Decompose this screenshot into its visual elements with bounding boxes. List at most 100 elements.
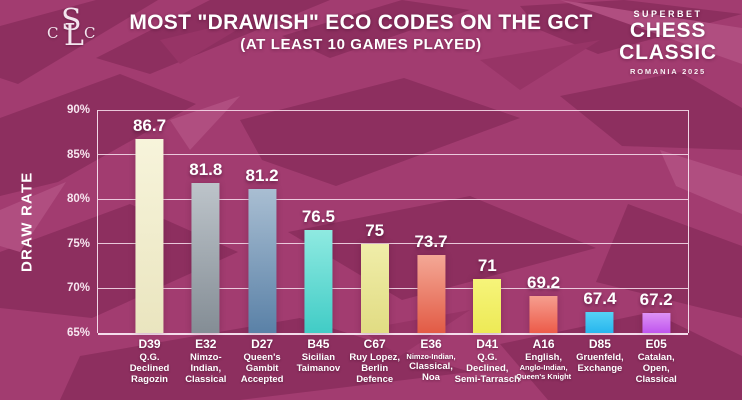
cslc-letter-c2: C [84, 24, 96, 42]
y-axis-tick: 80% [66, 193, 90, 206]
x-tick-label-D39: D39 Q.G. Declined Ragozin [129, 337, 170, 386]
cslc-letter-c1: C [47, 24, 59, 42]
y-axis-tick: 90% [66, 104, 90, 116]
y-axis-tick: 85% [66, 148, 90, 161]
bar-D85 [585, 311, 614, 333]
bar-value-B45: 76.5 [301, 207, 335, 227]
cslc-logo: C S L C [46, 6, 102, 64]
opening-name-line: Sicilian [301, 351, 336, 363]
bar-value-D27: 81.2 [245, 165, 279, 185]
bar-group-D27: 81.2 [245, 165, 279, 333]
opening-name-line: Gruenfeld, [576, 351, 624, 363]
superbet-brand: SUPERBET [633, 9, 703, 19]
opening-name-line: Catalan, [637, 351, 675, 363]
bar-E05 [642, 313, 671, 333]
bar-chart-plot-area: 90% 85% 80% 75% 70% 65% 86.7 D39 Q.G. Declined Rag… [67, 104, 689, 385]
eco-code: E36 [420, 337, 442, 351]
x-tick-label-E32: E32 Nimzo- Indian, Classical [185, 337, 227, 386]
eco-code: D39 [138, 337, 161, 351]
cslc-letter-l: L [64, 18, 84, 53]
eco-code: D85 [588, 337, 611, 351]
opening-name-line: Queen's Knight [516, 372, 572, 382]
opening-name-line: Noa [422, 372, 440, 384]
bar-B45 [304, 230, 333, 333]
chart-title: MOST "DRAWISH" ECO CODES ON THE GCT [129, 11, 593, 34]
y-axis-title: DRAW RATE [18, 171, 36, 272]
x-tick-label-C67: C67 Ruy Lopez, Berlin Defence [349, 337, 401, 386]
bar-group-D85: 67.4 [583, 289, 616, 333]
opening-name-line: Q.G. [477, 351, 498, 363]
y-axis-tick: 65% [66, 327, 90, 339]
bar-group-B45: 76.5 [302, 207, 335, 333]
opening-name-line: Classical [185, 374, 227, 386]
opening-name-line: Nimzo- [189, 351, 222, 363]
x-tick-label-E05: E05 Catalan, Open, Classical [635, 337, 677, 386]
bar-D27 [248, 188, 277, 333]
bar-A16 [529, 295, 558, 333]
opening-name-line: Queen's [243, 351, 281, 363]
cslc-letter-s: S [61, 3, 82, 38]
logo-classic: CLASSIC [619, 40, 717, 64]
opening-name-line: Accepted [240, 374, 284, 386]
y-axis-tick: 70% [66, 282, 90, 295]
opening-name-line: Declined [129, 363, 170, 374]
bar-E36 [417, 255, 445, 333]
opening-name-line: Indian, [190, 363, 222, 374]
y-axis-tick: 75% [66, 237, 90, 250]
bar-D39 [135, 139, 164, 333]
chart-subtitle: (AT LEAST 10 GAMES PLAYED) [240, 36, 482, 54]
opening-name-line: Nimzo-Indian, [406, 351, 456, 361]
eco-code: A16 [532, 337, 555, 351]
header: MOST "DRAWISH" ECO CODES ON THE GCT (AT … [110, 11, 612, 53]
opening-name-line: Q.G. [139, 351, 160, 363]
eco-code: E32 [195, 337, 217, 351]
grid-line [98, 198, 688, 200]
bar-E32 [191, 183, 220, 333]
bar-D41 [473, 279, 502, 333]
bar-value-E05: 67.2 [639, 290, 673, 310]
opening-name-line: Open, [642, 363, 670, 374]
bar-value-D39: 86.7 [132, 116, 167, 136]
opening-name-line: Anglo-Indian, [519, 363, 568, 372]
bar-value-D85: 67.4 [583, 288, 617, 308]
bar-value-E32: 81.8 [189, 160, 223, 180]
bar-group-C67: 75 [360, 220, 389, 333]
opening-name-line: Ragozin [131, 374, 168, 386]
x-tick-label-D27: D27 Queen's Gambit Accepted [240, 337, 284, 386]
logo-event: ROMANIA 2025 [630, 66, 706, 76]
opening-name-line: Berlin [361, 363, 389, 374]
x-tick-label-D41: D41 Q.G. Declined, Semi-Tarrasch [454, 337, 520, 386]
logo-chess: CHESS [629, 19, 707, 42]
bar-value-E36: 73.7 [414, 232, 448, 252]
eco-code: B45 [307, 337, 330, 351]
eco-code: C67 [363, 337, 386, 351]
opening-name-line: Semi-Tarrasch [454, 374, 520, 386]
x-tick-label-D85: D85 Gruenfeld, Exchange [576, 337, 624, 374]
eco-code: D41 [476, 337, 499, 351]
bar-group-D41: 71 [473, 256, 502, 333]
bar-value-C67: 75 [365, 220, 385, 240]
opening-name-line: English, [525, 351, 563, 363]
opening-name-line: Ruy Lopez, [349, 351, 401, 363]
eco-code: E05 [645, 337, 667, 351]
opening-name-line: Gambit [245, 363, 279, 374]
x-tick-label-B45: B45 Sicilian Taimanov [296, 337, 341, 374]
opening-name-line: Taimanov [296, 363, 341, 374]
x-tick-label-E36: E36 Nimzo-Indian, Classical, Noa [406, 337, 456, 384]
bar-group-E36: 73.7 [414, 232, 448, 333]
opening-name-line: Classical [635, 374, 677, 386]
grid-line [98, 243, 688, 245]
bar-group-D39: 86.7 [133, 116, 166, 333]
eco-code: D27 [251, 337, 274, 351]
bar-value-A16: 69.2 [527, 272, 561, 292]
opening-name-line: Classical, [409, 361, 453, 373]
opening-name-line: Defence [356, 374, 394, 386]
opening-name-line: Declined, [466, 363, 509, 374]
x-tick-label-A16: A16 English, Anglo-Indian, Queen's Knight [516, 337, 572, 382]
superbet-chess-classic-logo: SUPERBET CHESS CLASSIC ROMANIA 2025 [602, 9, 734, 76]
bar-value-D41: 71 [477, 256, 497, 276]
bar-group-A16: 69.2 [527, 273, 560, 333]
grid-line [98, 154, 688, 156]
bar-C67 [360, 243, 389, 333]
